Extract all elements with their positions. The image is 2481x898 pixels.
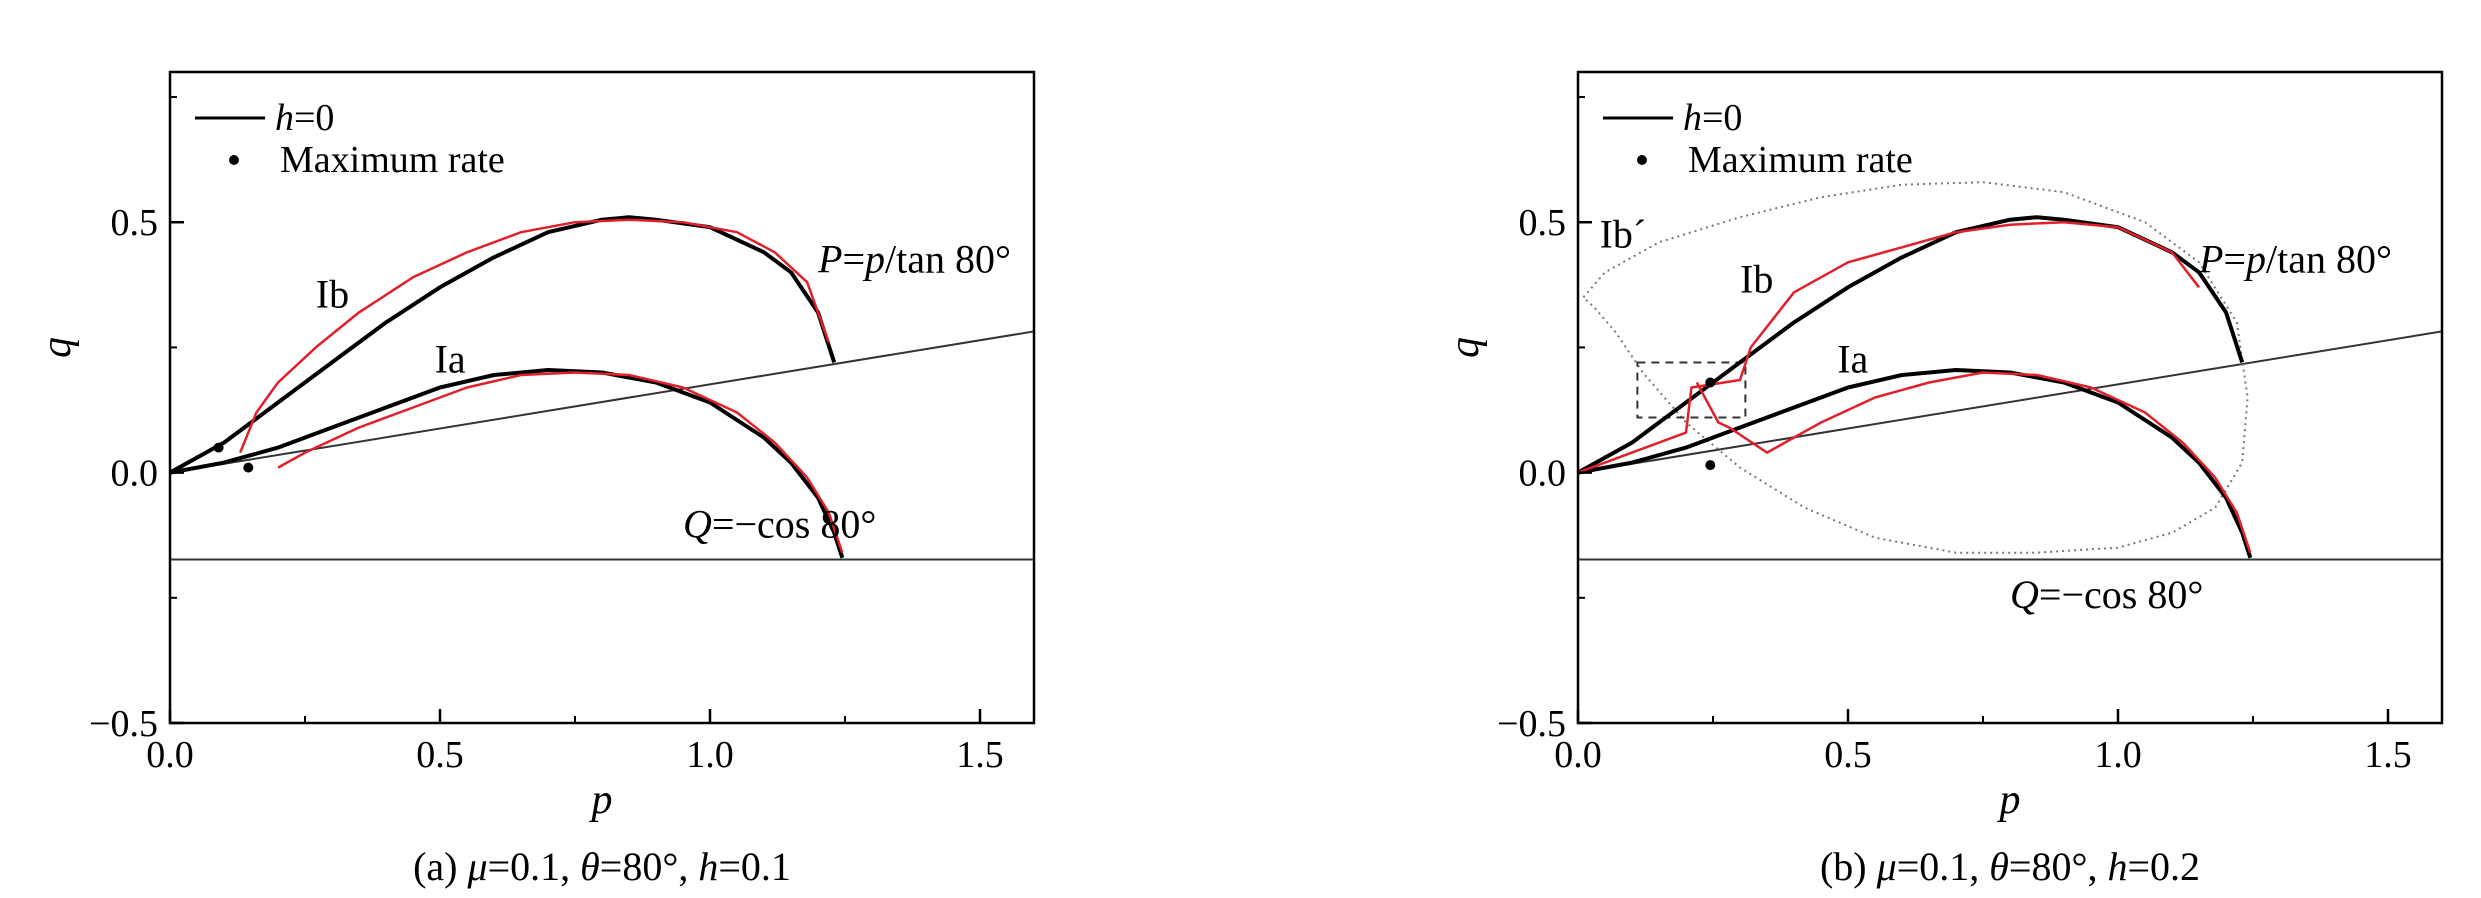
plot-area	[1578, 181, 2442, 561]
plot-area	[170, 215, 1034, 561]
q-limit-label: Q=−cos 80°	[2010, 572, 2203, 617]
label-ia: Ia	[435, 336, 466, 381]
x-tick-label: 1.5	[956, 734, 1004, 776]
x-axis-label: p	[1997, 777, 2021, 823]
legend-point-swatch	[1637, 155, 1647, 165]
max-rate-point-0	[1705, 377, 1716, 388]
legend-h0-label: h=0	[275, 97, 334, 139]
x-axis-label: p	[589, 777, 613, 823]
label-ib: Ib	[316, 271, 349, 316]
x-tick-label: 1.5	[2364, 734, 2412, 776]
x-tick-label: 0.0	[1554, 734, 1602, 776]
y-tick-label: 0.0	[111, 453, 159, 495]
legend-max-rate-label: Maximum rate	[1688, 139, 1913, 181]
legend-h0-label: h=0	[1683, 97, 1742, 139]
red-curve-3	[1695, 371, 2252, 554]
label-ib-prime: Ib´	[1600, 211, 1647, 256]
red-curve-2	[239, 218, 830, 454]
h0-curve-0	[1578, 215, 2245, 475]
y-tick-label: 0.5	[1519, 202, 1567, 244]
y-tick-label: 0.5	[111, 202, 159, 244]
q-limit-label: Q=−cos 80°	[683, 502, 876, 547]
p-limit-label: P=p/tan 80°	[817, 236, 1011, 281]
legend-point-swatch	[229, 155, 239, 165]
label-ia: Ia	[1837, 336, 1868, 381]
axes-frame	[168, 70, 1036, 725]
h0-curve-0	[170, 215, 837, 475]
max-rate-point-1	[1705, 460, 1716, 471]
x-tick-label: 1.0	[2094, 734, 2142, 776]
y-tick-label: 0.0	[1519, 453, 1567, 495]
axes-frame	[1576, 70, 2444, 725]
max-rate-point-0	[213, 442, 224, 453]
x-tick-label: 0.5	[416, 734, 464, 776]
h0-curve-1	[1578, 368, 2253, 559]
red-curve-3	[277, 371, 844, 554]
ib-prime-dotted-curve	[1582, 181, 2249, 554]
x-tick-label: 0.0	[146, 734, 194, 776]
p-line-limit-line	[1578, 330, 2442, 474]
red-curve-2	[1578, 220, 2200, 474]
x-tick-label: 0.5	[1824, 734, 1872, 776]
y-tick-label: −0.5	[1497, 703, 1566, 745]
label-ib: Ib	[1740, 256, 1773, 301]
legend-max-rate-label: Maximum rate	[280, 139, 505, 181]
y-tick-label: −0.5	[89, 703, 158, 745]
x-tick-label: 1.0	[686, 734, 734, 776]
panel-caption: (a) μ=0.1, θ=80°, h=0.1	[413, 844, 791, 889]
y-axis-label: q	[34, 337, 80, 358]
panel-caption: (b) μ=0.1, θ=80°, h=0.2	[1820, 844, 2200, 889]
p-limit-label: P=p/tan 80°	[2198, 236, 2392, 281]
inset-box	[1636, 361, 1747, 419]
p-line-limit-line	[170, 330, 1034, 474]
y-axis-label: q	[1442, 337, 1488, 358]
max-rate-point-1	[243, 462, 254, 473]
